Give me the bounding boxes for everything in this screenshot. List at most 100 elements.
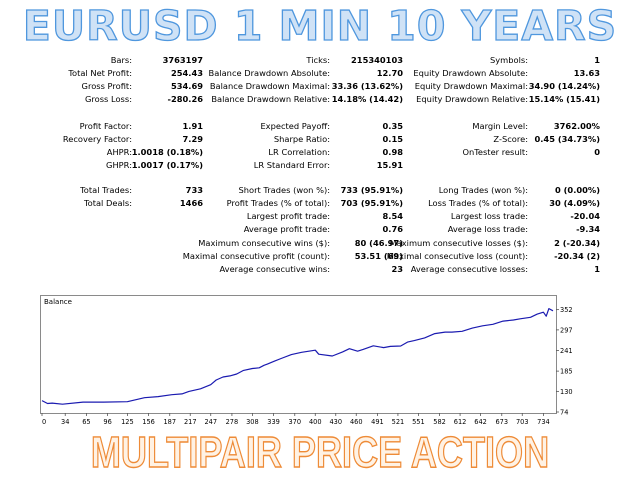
stat-label: Short Trades (won %): [238,185,331,195]
x-tick-label: 34 [61,418,69,426]
stat-label: AHPR: [106,147,132,158]
stat-value: 14.18% (14.42) [331,94,403,105]
stat-value: 254.43 [170,68,203,79]
x-tick-label: 308 [246,418,259,426]
stat-label: Average consecutive losses: [410,263,528,274]
balance-chart-svg: 74 130 185 241 297 352 0 34 65 96 125 156 187 217 247 2… [41,306,573,426]
stat-value: 34.90 (14.24%) [528,81,600,92]
stat-value: -280.26 [167,94,203,105]
stat-label: Total Trades: [80,185,132,195]
stat-value: 733 (95.91%) [340,185,403,195]
chart-caption: Balance [44,298,72,306]
stat-label: Maximum consecutive losses ($): [389,237,528,248]
stat-value: 0 [594,147,600,158]
stat-value: 53.51 (69) [354,250,403,261]
stat-value: 0.98 [382,147,403,158]
stat-value: 1.91 [182,121,203,131]
stat-value: 703 (95.91%) [340,198,403,209]
x-tick-label: 582 [433,418,446,426]
stat-value: 0.15 [382,134,403,145]
stat-label: Gross Loss: [84,94,132,105]
stat-label: Maximal consecutive loss (count): [386,250,528,261]
stat-value: 3763197 [162,55,203,65]
stat-label: GHPR: [106,160,132,171]
stat-value: 1.0018 (0.18%) [131,147,203,158]
stat-label: Expected Payoff: [260,121,330,131]
stat-value: 215340103 [351,55,403,65]
stat-label: Equity Drawdown Absolute: [413,68,528,79]
stat-value: -9.34 [576,224,600,235]
x-tick-label: 430 [329,418,342,426]
stat-label: Ticks: [306,55,330,65]
stat-value: 30 (4.09%) [549,198,600,209]
stat-value: 0 (0.00%) [554,185,600,195]
stat-label: Profit Trades (% of total): [226,198,330,209]
stat-value: 733 [185,185,203,195]
x-tick-label: 0 [42,418,46,426]
stat-value: -20.34 (2) [554,250,600,261]
x-tick-label: 734 [537,418,550,426]
stat-value: 0.45 (34.73%) [534,134,601,145]
x-tick-label: 187 [163,418,176,426]
y-tick-label: 74 [560,409,568,417]
y-tick-label: 352 [560,306,573,314]
y-tick-label: 241 [560,347,573,355]
stat-label: Long Trades (won %): [438,185,528,195]
stat-label: Balance Drawdown Relative: [211,94,330,105]
stat-label: Maximal consecutive profit (count): [182,250,330,261]
stat-label: Margin Level: [472,121,528,131]
stat-label: Balance Drawdown Absolute: [208,68,330,79]
x-tick-label: 247 [204,418,217,426]
stat-value: 15.91 [376,160,403,171]
stat-label: Equity Drawdown Relative: [416,94,528,105]
x-tick-label: 551 [412,418,425,426]
stat-value: 1.0017 (0.17%) [131,160,203,171]
bottom-title: MULTIPAIR PRICE ACTION [90,427,550,477]
x-tick-label: 339 [267,418,280,426]
stat-value: 15.14% (15.41) [528,94,600,105]
stat-label: Equity Drawdown Maximal: [414,81,528,92]
stat-value: 8.54 [382,211,403,222]
stats-panel: Bars: 3763197 Ticks: 215340103 Symbols: 1 Tota… [63,55,601,274]
stat-value: 23 [391,263,403,274]
stat-label: LR Correlation: [268,147,330,158]
x-tick-label: 642 [474,418,487,426]
top-title: EURUSD 1 MIN 10 YEARS [22,1,618,50]
stat-label: Average loss trade: [447,224,528,235]
x-tick-label: 491 [371,418,384,426]
stat-value: 534.69 [170,81,203,92]
stat-value: 33.36 (13.62%) [331,81,403,92]
stat-label: OnTester result: [462,147,528,158]
stat-label: Bars: [110,55,132,65]
x-tick-label: 673 [495,418,508,426]
stat-value: 0.35 [382,121,403,131]
stat-label: Largest loss trade: [450,211,528,222]
x-tick-label: 400 [309,418,322,426]
stat-label: Profit Factor: [79,121,132,131]
x-tick-label: 370 [288,418,301,426]
y-tick-label: 130 [560,388,573,396]
y-tick-label: 297 [560,326,573,334]
stat-value: 3762.00% [553,121,600,131]
x-tick-label: 278 [226,418,239,426]
stat-label: Average profit trade: [243,224,330,235]
balance-series-line [41,308,554,405]
stat-value: 80 (46.97) [354,237,403,248]
x-tick-label: 65 [82,418,90,426]
stat-value: 13.63 [573,68,600,79]
y-tick-label: 185 [560,368,573,376]
stat-label: Balance Drawdown Maximal: [209,81,330,92]
stat-label: LR Standard Error: [253,160,330,171]
stat-label: Sharpe Ratio: [273,134,330,145]
x-tick-label: 125 [121,418,134,426]
balance-chart: Balance 74 130 185 241 297 352 0 34 65 96 125 156 18… [40,295,573,426]
stat-value: -20.04 [570,211,600,222]
stat-label: Maximum consecutive wins ($): [198,237,330,248]
stat-value: 1466 [179,198,203,209]
stat-label: Total Net Profit: [68,68,132,79]
x-tick-label: 156 [142,418,155,426]
stat-label: Z-Score: [493,134,528,145]
stat-label: Total Deals: [83,198,132,209]
stat-label: Loss Trades (% of total): [428,198,528,209]
stat-value: 2 (-20.34) [554,237,600,248]
